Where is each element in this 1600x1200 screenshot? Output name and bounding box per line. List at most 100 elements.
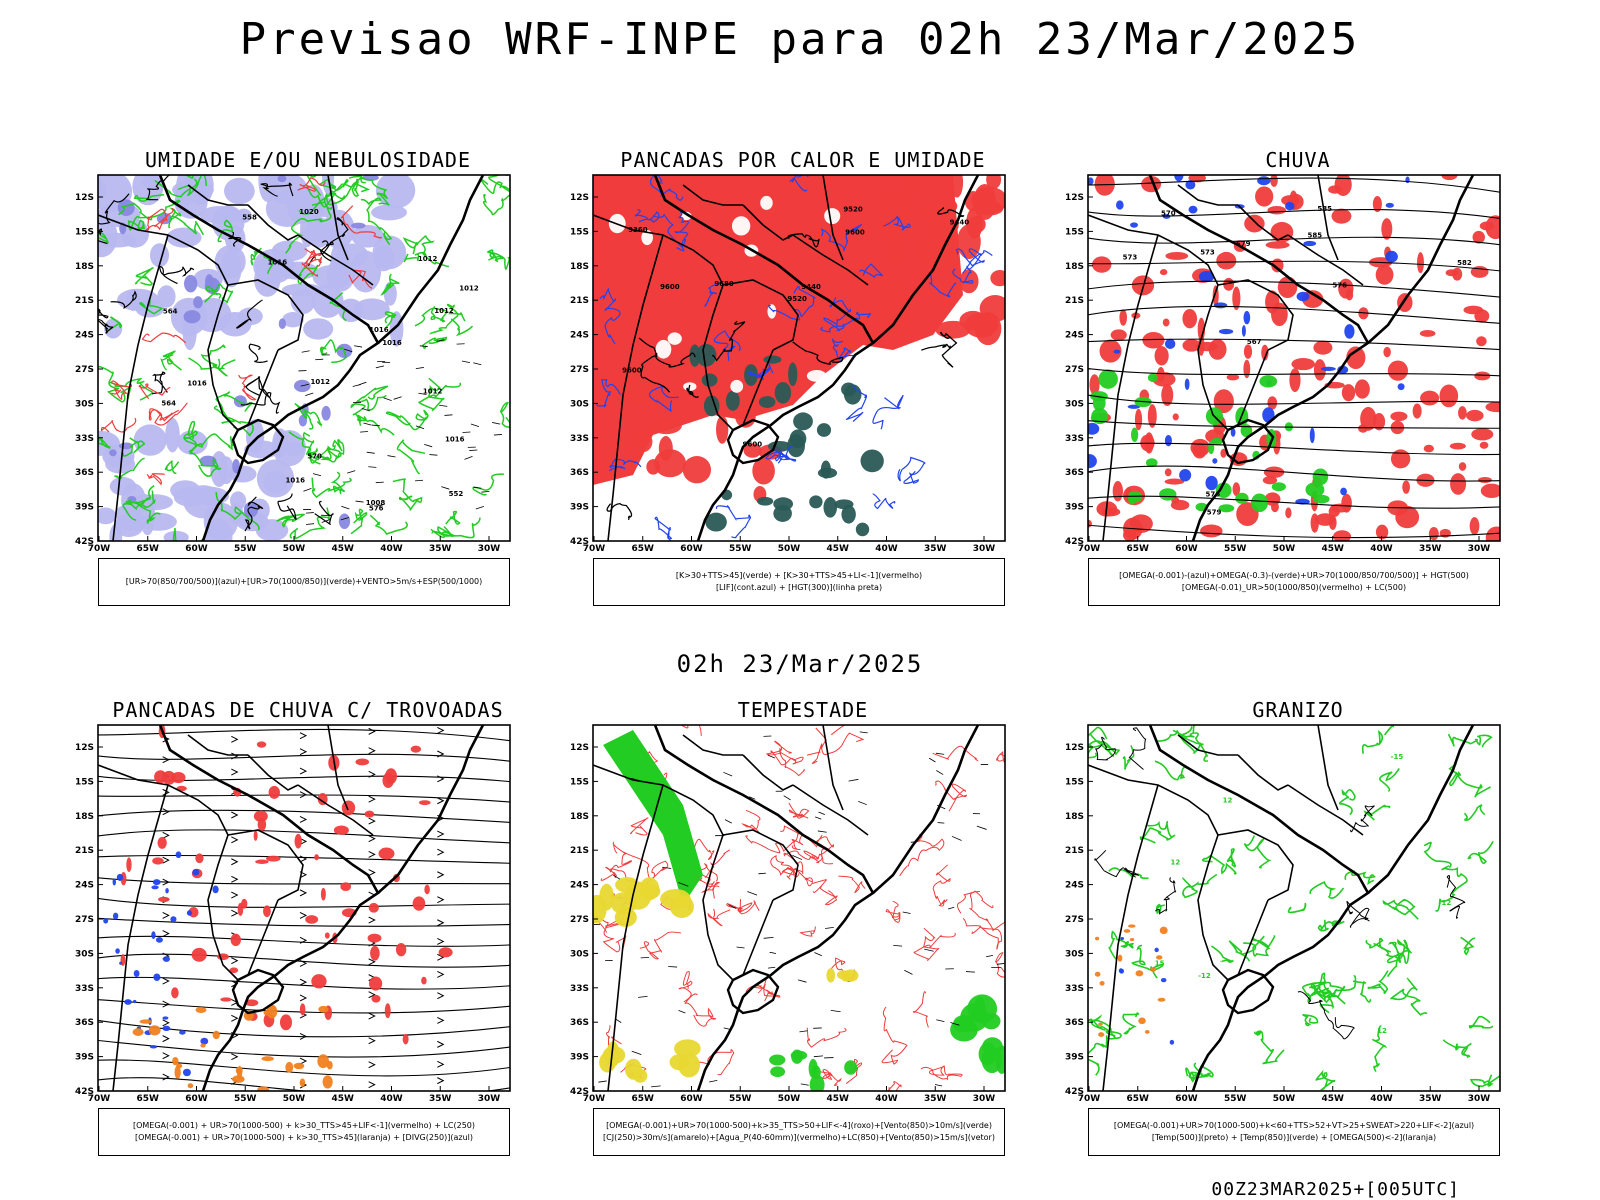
thunder-orange-area	[187, 1083, 194, 1089]
omega-orange-area	[1156, 955, 1163, 960]
rain-red-area	[1267, 206, 1287, 215]
pressure-contour	[314, 500, 334, 525]
state-border	[1102, 784, 1159, 1091]
contour-label: 1012	[434, 307, 454, 315]
water-contour	[799, 926, 816, 937]
state-border	[297, 234, 374, 286]
rain-red-area	[1243, 359, 1251, 379]
lif-contour	[872, 394, 904, 430]
rain-red-area	[1423, 444, 1434, 453]
hgt500-contour	[1088, 177, 1500, 193]
lon-tick-label: 45W	[827, 544, 850, 554]
wind-vector	[965, 971, 975, 973]
wind-vector	[662, 866, 672, 869]
rain-green-area	[1250, 493, 1269, 513]
rain-blue-area	[1115, 200, 1124, 210]
flow-arrow	[299, 1032, 308, 1040]
humidity-green-contour	[124, 490, 156, 508]
lat-tick-label: 39S	[570, 503, 589, 513]
omega-orange-area	[1123, 929, 1131, 933]
thickness-contour	[146, 473, 165, 486]
wind-vector	[798, 979, 807, 983]
instability-red-area	[633, 431, 653, 453]
thunder-red-area	[378, 847, 395, 860]
temp500-contour	[1155, 877, 1177, 915]
wind-vector	[904, 969, 913, 975]
rain-red-area	[1270, 221, 1294, 243]
rain-red-area	[1262, 476, 1278, 485]
thunder-red-area	[279, 1014, 293, 1031]
streamline	[98, 829, 510, 844]
hgt500-contour	[1088, 236, 1500, 246]
divergence-blue-area	[192, 868, 200, 876]
hgt500-contour	[1088, 465, 1500, 482]
instability-green-area	[817, 467, 838, 479]
instability-green-area	[841, 382, 857, 397]
rain-red-area	[1182, 308, 1198, 329]
humidity-green-contour	[348, 175, 390, 206]
wind-vector	[830, 1010, 841, 1013]
thunder-red-area	[191, 947, 207, 962]
lat-tick-label: 33S	[570, 434, 589, 444]
lon-tick-label: 45W	[1322, 544, 1345, 554]
thickness-contour	[154, 402, 188, 426]
wind-vector	[678, 1009, 686, 1014]
temp850-contour	[1460, 936, 1476, 956]
thunder-orange-area	[317, 1054, 329, 1069]
lat-tick-label: 42S	[570, 537, 589, 547]
wind-vector	[355, 500, 364, 503]
rain-red-area	[1197, 317, 1206, 341]
rain-red-area	[1110, 329, 1127, 341]
thickness-contour	[301, 248, 319, 277]
lif-contour	[715, 505, 752, 539]
wind-vector	[340, 517, 350, 521]
lon-tick-label: 65W	[137, 544, 160, 554]
wind-vector	[638, 995, 648, 998]
humidity-green-contour	[98, 436, 111, 449]
lif-contour	[955, 248, 985, 274]
contour-label: 552	[449, 490, 464, 498]
contour-label: 576	[369, 505, 384, 513]
rain-blue-area	[1385, 202, 1394, 208]
state-border	[742, 349, 774, 426]
flow-arrow	[231, 768, 239, 776]
jet-yellow-area	[826, 968, 836, 983]
clear-gap	[655, 339, 672, 359]
wind-vector	[439, 404, 448, 407]
contour-label: 9440	[801, 283, 821, 291]
flow-arrow	[437, 830, 445, 838]
lat-tick-label: 21S	[570, 296, 589, 306]
temp850-contour	[1309, 880, 1345, 900]
panel-tempestade: TEMPESTADE 12S 15S 18S 21S 24S 27S 30S 33S 36S 39…	[553, 698, 1033, 1158]
instability-green-area	[774, 381, 792, 404]
legend-line: [OMEGA(-0.001)+UR>70(1000-500)+k>35_TTS>…	[606, 1121, 992, 1130]
state-border	[742, 899, 774, 976]
thunder-red-area	[355, 758, 370, 766]
wind850-green-area	[770, 1066, 786, 1078]
rain-red-area	[1313, 340, 1333, 355]
thunder-red-area	[255, 859, 269, 864]
thunder-red-area	[157, 836, 167, 849]
wind-vector	[359, 431, 368, 433]
hgt500-contour	[1088, 260, 1500, 272]
divergence-blue-area	[182, 1068, 191, 1077]
wind-vector	[481, 490, 490, 493]
contour-label: 1016	[445, 435, 465, 443]
contour-label: 585	[1308, 231, 1323, 239]
lat-tick-label: 24S	[1065, 331, 1084, 341]
lat-tick-label: 18S	[1065, 262, 1084, 272]
state-border	[742, 204, 794, 241]
rain-red-area	[1101, 507, 1121, 517]
instability-green-area	[860, 449, 884, 473]
humidity-green-contour	[487, 249, 510, 270]
rain-red-area	[1354, 379, 1370, 399]
state-border	[1237, 349, 1269, 426]
lon-tick-label: 30W	[478, 544, 501, 554]
lat-tick-label: 42S	[570, 1087, 589, 1097]
wind-vector	[934, 1084, 943, 1087]
state-border	[1287, 784, 1364, 836]
humidity-green-contour	[350, 508, 368, 535]
omega-orange-area	[1144, 1030, 1150, 1034]
instability-red-area	[650, 417, 682, 435]
wind-vector	[352, 384, 361, 387]
